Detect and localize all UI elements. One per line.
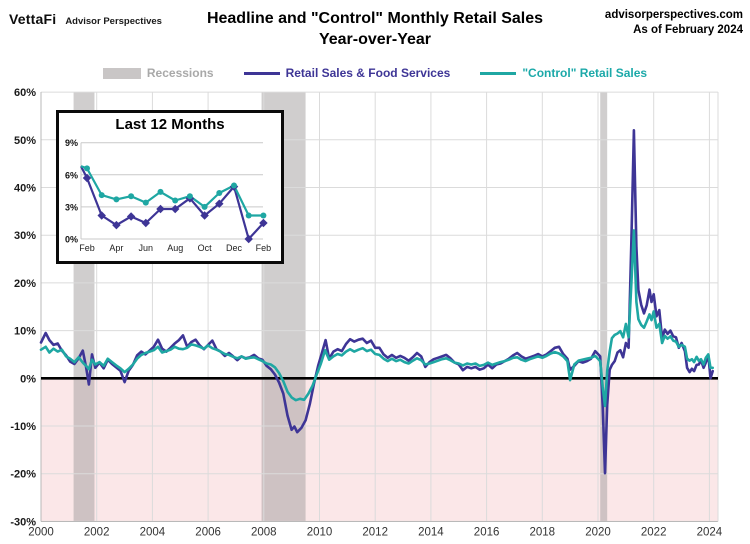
x-axis-tick-label: 2002 bbox=[84, 527, 110, 539]
inset-headline-marker bbox=[244, 234, 253, 244]
x-axis-tick-label: 2008 bbox=[251, 527, 277, 539]
chart-legend: Recessions Retail Sales & Food Services … bbox=[0, 66, 750, 80]
x-axis-tick-label: 2000 bbox=[28, 527, 54, 539]
inset-x-tick-label: Feb bbox=[79, 243, 95, 253]
y-axis-tick-label: 0% bbox=[20, 373, 36, 385]
x-axis-tick-label: 2014 bbox=[418, 527, 444, 539]
y-axis-tick-label: 60% bbox=[14, 87, 36, 99]
x-axis-tick-label: 2022 bbox=[641, 527, 667, 539]
brand-advisor-perspectives-label: Advisor Perspectives bbox=[65, 16, 162, 27]
x-axis-tick-label: 2024 bbox=[697, 527, 723, 539]
inset-x-tick-label: Oct bbox=[198, 243, 213, 253]
y-axis-tick-label: 50% bbox=[14, 135, 36, 147]
page-title: Headline and "Control" Monthly Retail Sa… bbox=[0, 8, 750, 50]
negative-region bbox=[41, 378, 718, 522]
legend-recessions-label: Recessions bbox=[146, 66, 214, 80]
source-site-label: advisorperspectives.com bbox=[604, 9, 743, 21]
legend-control-label: "Control" Retail Sales bbox=[522, 66, 648, 80]
y-axis-tick-label: -30% bbox=[10, 516, 36, 528]
inset-y-tick-label: 9% bbox=[65, 138, 78, 148]
inset-headline-line bbox=[80, 165, 265, 241]
inset-control-marker bbox=[260, 212, 267, 219]
legend-recessions: Recessions bbox=[102, 66, 214, 80]
brand-vettafi-label: VettaFi bbox=[9, 11, 57, 27]
inset-headline-marker bbox=[170, 204, 180, 214]
y-axis-tick-label: -10% bbox=[10, 421, 36, 433]
legend-headline-label: Retail Sales & Food Services bbox=[285, 66, 451, 80]
inset-headline-marker bbox=[156, 204, 165, 214]
inset-x-tick-label: Feb bbox=[256, 243, 272, 253]
x-axis-tick-label: 2018 bbox=[530, 527, 556, 539]
recession-swatch bbox=[102, 67, 141, 79]
x-axis-tick-label: 2020 bbox=[585, 527, 611, 539]
inset-control-marker bbox=[84, 165, 90, 172]
brand-logo: VettaFi Advisor Perspectives bbox=[9, 11, 162, 27]
inset-headline-marker bbox=[126, 212, 136, 221]
title-line-1: Headline and "Control" Monthly Retail Sa… bbox=[206, 10, 544, 27]
inset-control-marker bbox=[157, 188, 164, 195]
inset-control-marker bbox=[231, 182, 237, 189]
inset-headline-marker bbox=[97, 211, 106, 220]
x-axis-tick-label: 2006 bbox=[195, 527, 221, 539]
inset-control-marker bbox=[201, 203, 208, 210]
y-axis-tick-label: 10% bbox=[14, 326, 36, 338]
inset-headline-marker bbox=[259, 218, 268, 228]
control-line-swatch bbox=[480, 71, 517, 75]
inset-x-tick-label: Apr bbox=[109, 243, 123, 253]
inset-headline-marker bbox=[141, 218, 151, 228]
inset-x-tick-label: Aug bbox=[167, 243, 183, 253]
inset-control-marker bbox=[172, 197, 179, 204]
inset-control-marker bbox=[113, 196, 120, 203]
legend-control-series: "Control" Retail Sales bbox=[480, 66, 647, 80]
inset-chart: 9%6%3%0%Feb Apr Jun Aug Oct Dec Feb bbox=[65, 138, 272, 253]
y-axis-tick-label: 30% bbox=[14, 230, 36, 242]
y-axis-tick-label: -20% bbox=[10, 469, 36, 481]
source-block: advisorperspectives.com As of February 2… bbox=[605, 8, 743, 37]
inset-x-tick-label: Jun bbox=[139, 243, 154, 253]
x-axis-tick-label: 2016 bbox=[474, 527, 500, 539]
inset-x-tick-label: Dec bbox=[226, 243, 243, 253]
inset-y-tick-label: 0% bbox=[65, 235, 78, 245]
title-line-2: Year-over-Year bbox=[318, 31, 432, 48]
x-axis-tick-label: 2004 bbox=[140, 527, 166, 539]
inset-title: Last 12 Months bbox=[115, 116, 225, 133]
inset-control-marker bbox=[245, 212, 252, 219]
headline-series-line bbox=[39, 129, 714, 475]
y-axis-tick-label: 40% bbox=[14, 183, 36, 195]
inset-control-marker bbox=[142, 199, 149, 206]
inset-control-marker bbox=[216, 189, 223, 196]
y-axis-tick-label: 20% bbox=[14, 278, 36, 290]
recession-band bbox=[600, 92, 608, 522]
inset-y-tick-label: 3% bbox=[65, 202, 78, 212]
as-of-date-label: As of February 2024 bbox=[633, 23, 743, 36]
control-series-line bbox=[39, 229, 714, 408]
inset-control-marker bbox=[186, 193, 193, 200]
inset-headline-marker bbox=[215, 199, 224, 208]
inset-headline-marker bbox=[200, 211, 209, 220]
inset-y-tick-label: 6% bbox=[65, 170, 78, 180]
last-12-months-inset: 9% 6% 3% 0% Feb Apr Jun Aug Oct Dec Feb Last 12 Mo… bbox=[56, 110, 284, 264]
inset-control-marker bbox=[98, 192, 105, 199]
headline-line-swatch bbox=[243, 71, 280, 75]
x-axis-tick-label: 2012 bbox=[362, 527, 388, 539]
x-axis-tick-label: 2010 bbox=[307, 527, 333, 539]
legend-headline-series: Retail Sales & Food Services bbox=[243, 66, 451, 80]
inset-control-marker bbox=[128, 193, 135, 200]
